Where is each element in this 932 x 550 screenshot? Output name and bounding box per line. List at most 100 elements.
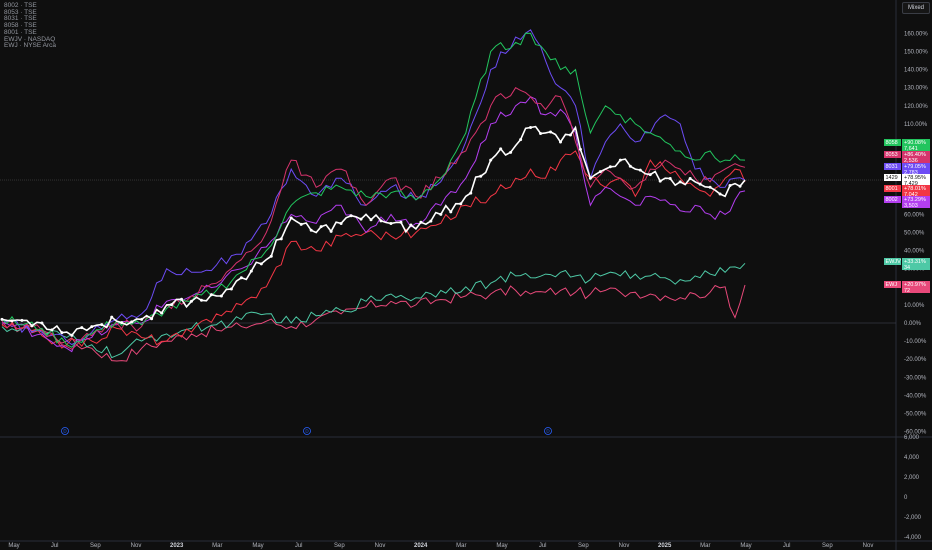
y-tick-label: 110.00% — [904, 122, 928, 128]
svg-text:D: D — [305, 429, 309, 434]
series-point — [170, 303, 174, 307]
legend-item[interactable]: 8002 · TSE — [4, 2, 37, 9]
legend-item[interactable]: 8001 · TSE — [4, 28, 37, 36]
series-point — [369, 218, 373, 222]
x-tick-label: Mar — [212, 543, 222, 549]
x-tick-label: 2024 — [414, 543, 428, 549]
y-tick-label: -30.00% — [904, 375, 927, 381]
tag-name: 8001 — [886, 186, 898, 192]
tag-value: 7,042 — [904, 192, 918, 198]
series-point — [539, 132, 543, 136]
lower-tick-label: 2,000 — [904, 475, 920, 481]
percent-axis[interactable]: 160.00% 150.00% 140.00% 130.00% 120.00% 110.0… — [904, 31, 928, 435]
series-point — [329, 229, 333, 233]
legend-item[interactable]: EWJV · NASDAQ — [4, 35, 56, 43]
x-tick-label: Jul — [783, 543, 791, 549]
event-marker[interactable]: D — [61, 427, 69, 435]
x-tick-label: Nov — [131, 543, 142, 549]
tag-percent: +73.29% — [904, 197, 926, 203]
series-point — [90, 325, 94, 329]
y-tick-label: -10.00% — [904, 339, 927, 345]
svg-text:D: D — [63, 429, 67, 434]
series-point — [449, 210, 453, 214]
series-point — [20, 318, 24, 322]
x-tick-label: May — [8, 543, 19, 549]
series-point — [608, 165, 612, 169]
series-point — [209, 293, 213, 297]
time-axis[interactable]: May Jul Sep Nov 2023 Mar May Jul Sep Nov 2024 Mar Ma… — [8, 543, 873, 549]
y-tick-label: 150.00% — [904, 50, 928, 56]
x-tick-label: Sep — [90, 543, 101, 549]
series-point — [568, 133, 572, 137]
x-tick-label: Sep — [822, 543, 833, 549]
x-tick-label: Nov — [375, 543, 386, 549]
series-point — [140, 317, 144, 321]
lower-tick-label: -4,000 — [904, 535, 922, 541]
legend-item[interactable]: 8031 · TSE — [4, 15, 37, 23]
y-tick-label: 50.00% — [904, 231, 925, 237]
tag-percent: +33.31% — [904, 259, 926, 265]
series-point — [130, 320, 134, 324]
series-point — [80, 326, 84, 330]
legend: 8002 · TSE 8053 · TSE 8031 · TSE 8058 · … — [4, 2, 57, 50]
series-line-ewjv[interactable] — [1, 262, 746, 359]
value-tag-8031: 8031 +79.05%2,783 — [884, 163, 930, 176]
x-tick-label: 2023 — [170, 543, 184, 549]
tag-name: 1429 — [886, 175, 898, 181]
series-point — [50, 328, 54, 332]
series-point — [658, 179, 662, 183]
series-line-8031[interactable] — [1, 29, 746, 346]
lower-tick-label: 6,000 — [904, 435, 920, 441]
series-point — [479, 174, 483, 178]
series-point — [279, 237, 283, 241]
series-point — [648, 173, 652, 177]
tag-name: 8031 — [886, 164, 898, 170]
series-point — [349, 214, 353, 218]
value-tag-8001: 8001 +78.01%7,042 — [884, 185, 930, 198]
series-point — [199, 298, 203, 302]
tag-percent: +78.01% — [904, 186, 926, 192]
x-tick-label: Sep — [578, 543, 589, 549]
series-point — [409, 223, 413, 227]
x-tick-label: Jul — [539, 543, 547, 549]
tag-percent: +78.95% — [904, 175, 926, 181]
tag-value: 34 — [904, 265, 910, 271]
series-point — [289, 216, 293, 220]
series-point — [70, 333, 74, 337]
tag-name: EWJ — [886, 282, 898, 288]
series-line-8058[interactable] — [1, 32, 746, 348]
series-layer — [0, 29, 746, 362]
series-point — [219, 294, 223, 298]
lower-tick-label: -2,000 — [904, 515, 922, 521]
scale-mode-button[interactable]: Mixed — [902, 2, 930, 14]
legend-item[interactable]: 8058 · TSE — [4, 22, 37, 30]
x-tick-label: May — [252, 543, 263, 549]
series-point — [249, 269, 253, 273]
y-tick-label: 0.00% — [904, 321, 922, 327]
value-tag-1429: 1429 +78.95%7,429 — [884, 174, 930, 187]
y-tick-label: -20.00% — [904, 357, 927, 363]
series-point — [618, 158, 622, 162]
y-tick-label: 60.00% — [904, 212, 925, 218]
series-point — [339, 221, 343, 225]
series-point — [100, 323, 104, 327]
tag-name: 8053 — [886, 152, 898, 158]
tag-percent: +86.40% — [904, 152, 926, 158]
legend-item[interactable]: 8053 · TSE — [4, 8, 37, 16]
series-point — [399, 220, 403, 224]
lower-axis[interactable]: 6,000 4,000 2,000 0 -2,000 -4,000 — [904, 435, 922, 541]
event-marker[interactable]: D — [544, 427, 552, 435]
series-point — [638, 168, 642, 172]
series-point — [60, 331, 64, 335]
series-line-8053[interactable] — [1, 87, 746, 350]
event-marker[interactable]: D — [303, 427, 311, 435]
series-line-ewj[interactable] — [1, 284, 746, 362]
series-line-8002[interactable] — [1, 96, 746, 353]
series-point — [150, 317, 154, 321]
legend-item[interactable]: EWJ · NYSE Arca — [4, 42, 57, 50]
series-point — [519, 138, 523, 142]
series-point — [678, 180, 682, 184]
value-tag-ewj: EWJ +20.97%72 — [884, 281, 930, 294]
